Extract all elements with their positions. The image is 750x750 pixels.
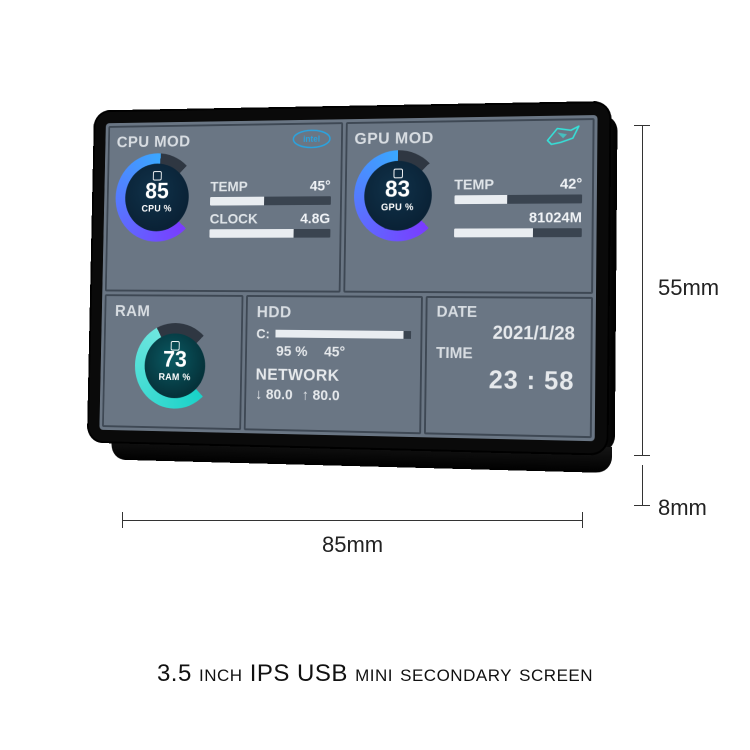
network-down-value: ↓ 80.0: [255, 386, 293, 403]
cpu-clock-bar: [209, 229, 293, 238]
cpu-title: CPU MOD: [117, 132, 191, 152]
hdd-drive-label: C:: [256, 325, 270, 340]
cpu-temp-row: TEMP 45°: [210, 178, 331, 206]
dim-depth-line: [642, 465, 643, 505]
cpu-clock-label: CLOCK: [210, 211, 258, 227]
date-label: DATE: [436, 304, 581, 323]
ram-gauge: 73RAM %: [134, 322, 216, 409]
cpu-temp-bar: [210, 197, 264, 206]
svg-text:intel: intel: [303, 134, 320, 144]
ram-title: RAM: [115, 301, 151, 320]
hdd-panel: HDD C: 95 % 45° NETWORK ↓ 80.0 ↑ 80.0: [244, 295, 423, 435]
gpu-mem-bar: [454, 229, 533, 238]
cpu-gauge: 85CPU %: [115, 153, 200, 242]
network-title: NETWORK: [255, 365, 410, 387]
cpu-clock-value: 4.8G: [300, 211, 330, 227]
dim-width-label: 85mm: [322, 532, 383, 558]
network-up-value: ↑ 80.0: [302, 387, 340, 404]
dim-depth-label: 8mm: [658, 495, 707, 521]
datetime-panel: DATE 2021/1/28 TIME 23 : 58: [424, 296, 593, 438]
device-bezel: CPU MOD 85CPU % intel TEMP 45° CLOCK 4.8G: [87, 101, 612, 456]
device-screen: CPU MOD 85CPU % intel TEMP 45° CLOCK 4.8G: [99, 115, 597, 441]
gpu-temp-bar: [454, 195, 507, 204]
hdd-title: HDD: [257, 302, 412, 323]
dim-width-line: [122, 520, 582, 521]
hdd-temp-value: 45°: [324, 343, 345, 360]
cpu-temp-value: 45°: [310, 178, 331, 194]
hdd-usage-bar: [275, 329, 404, 338]
intel-badge-icon: intel: [291, 128, 332, 154]
gpu-title: GPU MOD: [354, 128, 434, 148]
gpu-mem-value: 81024M: [529, 210, 582, 227]
hdd-usage-value: 95 %: [276, 343, 308, 360]
cpu-clock-row: CLOCK 4.8G: [209, 211, 330, 238]
date-value: 2021/1/28: [436, 322, 581, 345]
ram-panel: RAM 73RAM %: [102, 294, 243, 430]
product-stage: 55mm 8mm 85mm CPU MOD 85CPU % intel: [50, 100, 610, 480]
product-caption: 3.5 inch IPS USB mini secondary screen: [0, 660, 750, 688]
gpu-mem-row: 81024M: [454, 210, 582, 238]
cpu-panel: CPU MOD 85CPU % intel TEMP 45° CLOCK 4.8G: [105, 122, 343, 292]
gpu-temp-label: TEMP: [454, 177, 494, 194]
cpu-temp-label: TEMP: [210, 179, 248, 195]
gpu-temp-row: TEMP 42°: [454, 176, 582, 205]
gpu-temp-value: 42°: [560, 176, 582, 193]
dim-height-label: 55mm: [658, 275, 719, 301]
device-3d-wrap: CPU MOD 85CPU % intel TEMP 45° CLOCK 4.8G: [50, 100, 610, 480]
time-label: TIME: [436, 345, 581, 365]
gpu-gauge: 83GPU %: [353, 150, 442, 242]
gpu-panel: GPU MOD 83GPU % TEMP 42° 81024M: [343, 118, 595, 294]
time-value: 23 : 58: [436, 363, 581, 396]
rog-badge-icon: [543, 124, 582, 153]
dim-height-line: [642, 125, 643, 455]
